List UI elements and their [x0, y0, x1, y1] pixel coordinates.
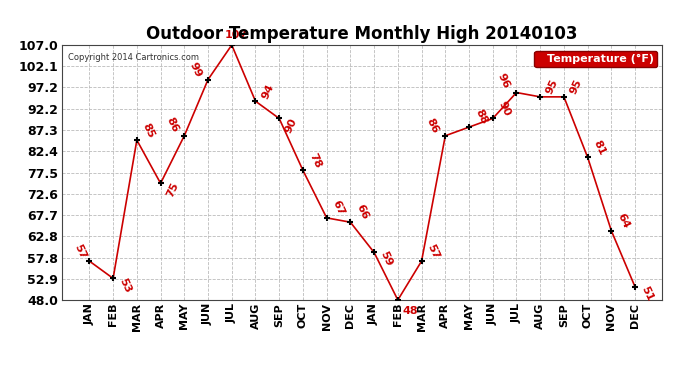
Text: 48: 48: [402, 306, 417, 316]
Text: 66: 66: [355, 203, 371, 221]
Text: 94: 94: [259, 82, 275, 100]
Text: 95: 95: [568, 78, 584, 96]
Text: 86: 86: [424, 117, 440, 135]
Text: 85: 85: [141, 121, 157, 139]
Text: 64: 64: [615, 211, 631, 230]
Legend: Temperature (°F): Temperature (°F): [534, 51, 657, 67]
Text: Copyright 2014 Cartronics.com: Copyright 2014 Cartronics.com: [68, 53, 199, 62]
Text: 57: 57: [426, 242, 442, 260]
Text: 51: 51: [639, 285, 655, 303]
Text: 107: 107: [225, 30, 248, 40]
Text: 57: 57: [72, 242, 88, 260]
Text: 75: 75: [165, 181, 180, 199]
Text: 78: 78: [307, 151, 323, 170]
Text: 86: 86: [165, 115, 181, 134]
Text: 67: 67: [331, 199, 346, 217]
Text: 96: 96: [495, 72, 511, 90]
Text: 53: 53: [117, 276, 132, 294]
Text: 99: 99: [187, 60, 203, 79]
Text: 88: 88: [473, 108, 489, 126]
Title: Outdoor Temperature Monthly High 20140103: Outdoor Temperature Monthly High 2014010…: [146, 26, 578, 44]
Text: 59: 59: [378, 250, 394, 268]
Text: 90: 90: [497, 99, 513, 118]
Text: 90: 90: [284, 116, 299, 134]
Text: 95: 95: [544, 78, 560, 96]
Text: 81: 81: [592, 138, 607, 157]
